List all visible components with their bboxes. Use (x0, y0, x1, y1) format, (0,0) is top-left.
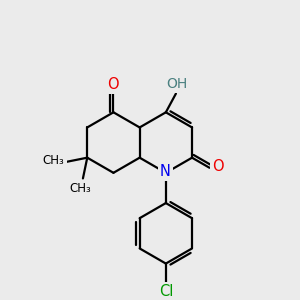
Text: Cl: Cl (159, 284, 173, 299)
Text: CH₃: CH₃ (69, 182, 91, 195)
Text: O: O (212, 159, 224, 174)
Text: OH: OH (167, 77, 188, 92)
Text: N: N (160, 164, 171, 179)
Text: O: O (107, 77, 119, 92)
Text: CH₃: CH₃ (43, 154, 64, 167)
